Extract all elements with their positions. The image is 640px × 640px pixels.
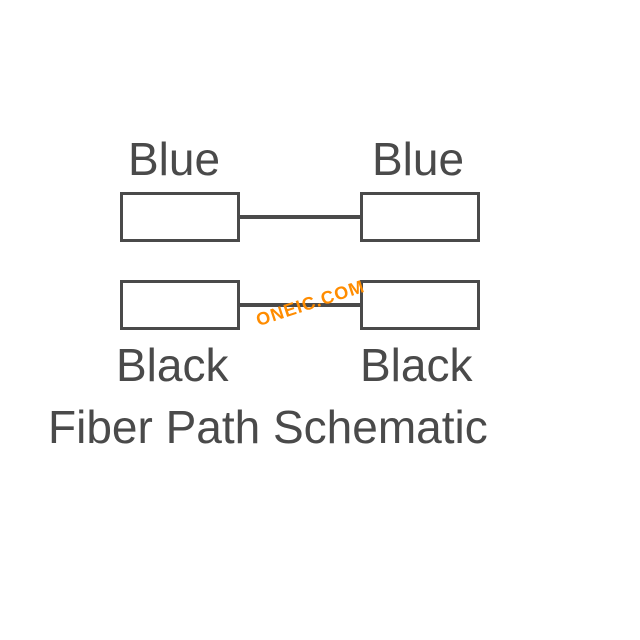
row2-right-box [360,280,480,330]
row1-right-label: Blue [372,132,464,186]
row2-right-label: Black [360,338,472,392]
diagram-title: Fiber Path Schematic [48,400,488,454]
row1-connector-line [240,215,360,219]
row2-left-box [120,280,240,330]
row2-left-label: Black [116,338,228,392]
row1-left-box [120,192,240,242]
row1-left-label: Blue [128,132,220,186]
row1-right-box [360,192,480,242]
